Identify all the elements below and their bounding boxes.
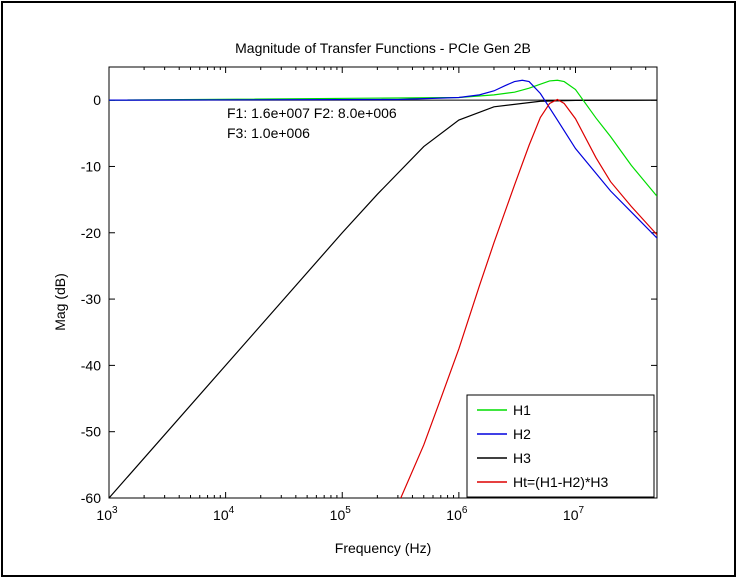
x-tick-exponent: 3 xyxy=(112,505,118,516)
x-axis-label: Frequency (Hz) xyxy=(335,540,431,556)
y-axis-label: Mag (dB) xyxy=(52,273,68,331)
legend-box xyxy=(466,394,655,498)
legend-label: H3 xyxy=(513,450,531,466)
legend-label: H2 xyxy=(513,426,531,442)
chart-title: Magnitude of Transfer Functions - PCIe G… xyxy=(235,40,531,56)
legend-label: Ht=(H1-H2)*H3 xyxy=(513,474,609,490)
x-tick-exponent: 7 xyxy=(578,505,584,516)
x-tick-exponent: 5 xyxy=(345,505,351,516)
y-tick-label: -10 xyxy=(81,158,101,174)
y-tick-label: -40 xyxy=(81,357,101,373)
x-tick-exponent: 6 xyxy=(462,505,468,516)
legend-label: H1 xyxy=(513,402,531,418)
annotation-text: F3: 1.0e+006 xyxy=(227,125,310,141)
y-tick-label: -60 xyxy=(81,490,101,506)
series-line-ht-h1-h2-h3 xyxy=(400,98,657,498)
y-tick-label: 0 xyxy=(93,92,101,108)
annotation-text: F1: 1.6e+007 F2: 8.0e+006 xyxy=(227,105,397,121)
series-line-h1 xyxy=(109,79,657,197)
y-tick-label: -50 xyxy=(81,424,101,440)
series-line-h2 xyxy=(109,79,657,239)
x-tick-exponent: 4 xyxy=(229,505,235,516)
series-line-h3 xyxy=(109,99,657,498)
y-tick-label: -30 xyxy=(81,291,101,307)
y-tick-label: -20 xyxy=(81,225,101,241)
